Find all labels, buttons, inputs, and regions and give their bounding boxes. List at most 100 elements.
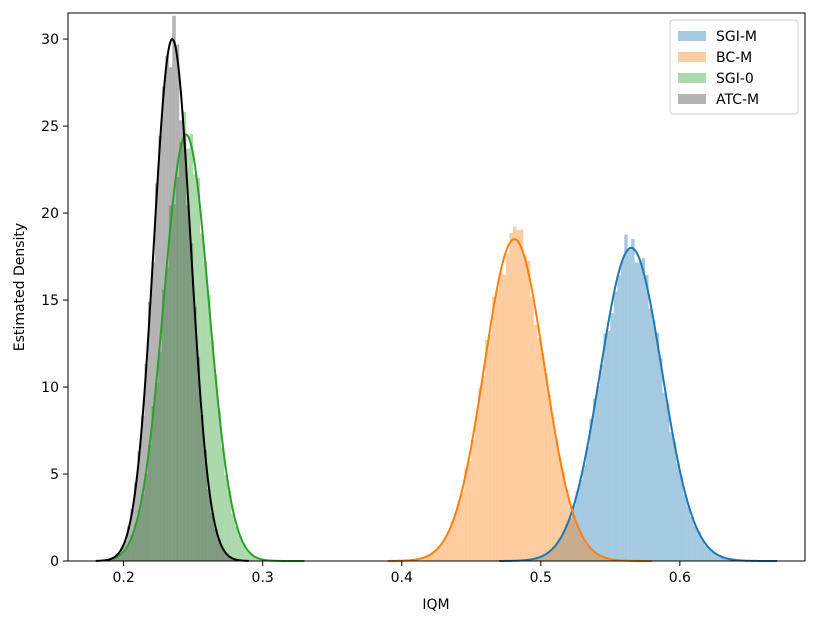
histogram-bar	[495, 289, 500, 561]
histogram-bar	[471, 440, 475, 561]
histogram-bar	[207, 294, 211, 561]
histogram-bar	[186, 205, 190, 561]
histogram-bar	[665, 403, 670, 561]
histogram-bar	[540, 352, 545, 561]
histogram-bar	[255, 557, 260, 561]
histogram-bar	[147, 301, 152, 561]
histogram-bar	[168, 67, 173, 561]
histogram-bar	[147, 444, 152, 561]
histogram-bar	[624, 234, 628, 561]
histogram-bar	[606, 330, 611, 561]
x-tick-label: 0.6	[669, 570, 691, 586]
histogram-bar	[457, 500, 461, 561]
histogram-bar	[613, 291, 618, 561]
histogram-bar	[620, 259, 625, 561]
histogram-bar	[700, 539, 705, 561]
histogram-bar	[200, 414, 204, 561]
histogram-bar	[193, 306, 197, 561]
histogram-bar	[134, 524, 138, 561]
histogram-bar	[617, 275, 621, 561]
histogram-bar	[638, 262, 642, 561]
histogram-bar	[558, 538, 562, 561]
histogram-bar	[579, 532, 583, 561]
histogram-bar	[196, 357, 201, 561]
histogram-bar	[245, 549, 249, 561]
histogram-bar	[714, 553, 719, 561]
histogram-bar	[565, 523, 569, 561]
histogram-bar	[718, 556, 722, 561]
histogram-bar	[599, 556, 604, 561]
histogram-bar	[175, 44, 180, 562]
histogram-bar	[460, 491, 465, 561]
histogram-bar	[585, 446, 590, 561]
histogram-bar	[704, 545, 708, 561]
histogram-bar	[506, 253, 510, 561]
x-axis-label: IQM	[422, 597, 449, 613]
histogram-bar	[165, 55, 169, 561]
histogram-bar	[200, 233, 204, 562]
histogram-bar	[220, 547, 225, 561]
histogram-bar	[572, 515, 576, 561]
histogram-bar	[217, 539, 221, 561]
legend-label: SGI-0	[716, 71, 754, 87]
y-tick-label: 30	[41, 32, 59, 48]
histogram-bar	[662, 392, 666, 561]
histogram-bar	[502, 274, 507, 561]
histogram-bar	[551, 417, 555, 561]
y-tick-label: 25	[41, 119, 59, 135]
histogram-bar	[426, 556, 430, 561]
histogram-bar	[182, 111, 187, 562]
histogram-bar	[186, 148, 190, 561]
histogram-bar	[231, 558, 235, 561]
y-axis-label: Estimated Density	[12, 223, 28, 351]
histogram-bar	[182, 132, 187, 561]
histogram-bar	[589, 548, 593, 561]
histogram-bar	[585, 545, 590, 561]
histogram-bar	[554, 544, 559, 561]
histogram-bar	[655, 332, 659, 561]
histogram-bar	[516, 230, 520, 561]
y-tick-label: 5	[50, 467, 59, 483]
histogram-bar	[561, 531, 566, 561]
histogram-bar	[648, 308, 653, 561]
histogram-bar	[603, 333, 607, 561]
histogram-bar	[179, 120, 183, 562]
histogram-bar	[224, 474, 228, 561]
histogram-bar	[203, 450, 208, 561]
histogram-bar	[537, 557, 541, 561]
histogram-bar	[596, 554, 600, 561]
histogram-bar	[652, 320, 656, 561]
histogram-bar	[151, 406, 155, 561]
histogram-bar	[523, 255, 527, 561]
histogram-bar	[467, 460, 472, 561]
legend-swatch	[678, 94, 706, 104]
histogram-bar	[481, 375, 486, 561]
histogram-bar	[429, 553, 434, 561]
histogram-bar	[725, 558, 729, 561]
histogram-bar	[227, 490, 232, 561]
histogram-bar	[641, 258, 646, 561]
histogram-bar	[530, 296, 534, 561]
histogram-bar	[544, 372, 548, 561]
series-sgi-m-curve	[499, 246, 778, 562]
histogram-bar	[721, 557, 726, 561]
histogram-bars	[102, 15, 746, 562]
x-tick-label: 0.5	[530, 570, 552, 586]
legend-swatch	[678, 73, 706, 83]
histogram-bar	[168, 205, 173, 561]
legend: SGI-M BC-M SGI-0 ATC-M	[669, 19, 799, 115]
histogram-bar	[669, 432, 673, 561]
histogram-bar	[210, 512, 215, 561]
histogram-bar	[558, 457, 562, 561]
histogram-bar	[210, 340, 215, 561]
y-tick-label: 20	[41, 206, 59, 222]
histogram-bar	[450, 521, 454, 561]
histogram-bar	[217, 410, 221, 561]
histogram-bar	[547, 551, 552, 561]
histogram-bar	[227, 556, 232, 561]
histogram-bar	[165, 267, 169, 561]
histogram-bar	[130, 534, 135, 561]
histogram-bar	[683, 494, 687, 561]
histogram-bar	[627, 249, 632, 561]
legend-label: BC-M	[716, 50, 752, 66]
